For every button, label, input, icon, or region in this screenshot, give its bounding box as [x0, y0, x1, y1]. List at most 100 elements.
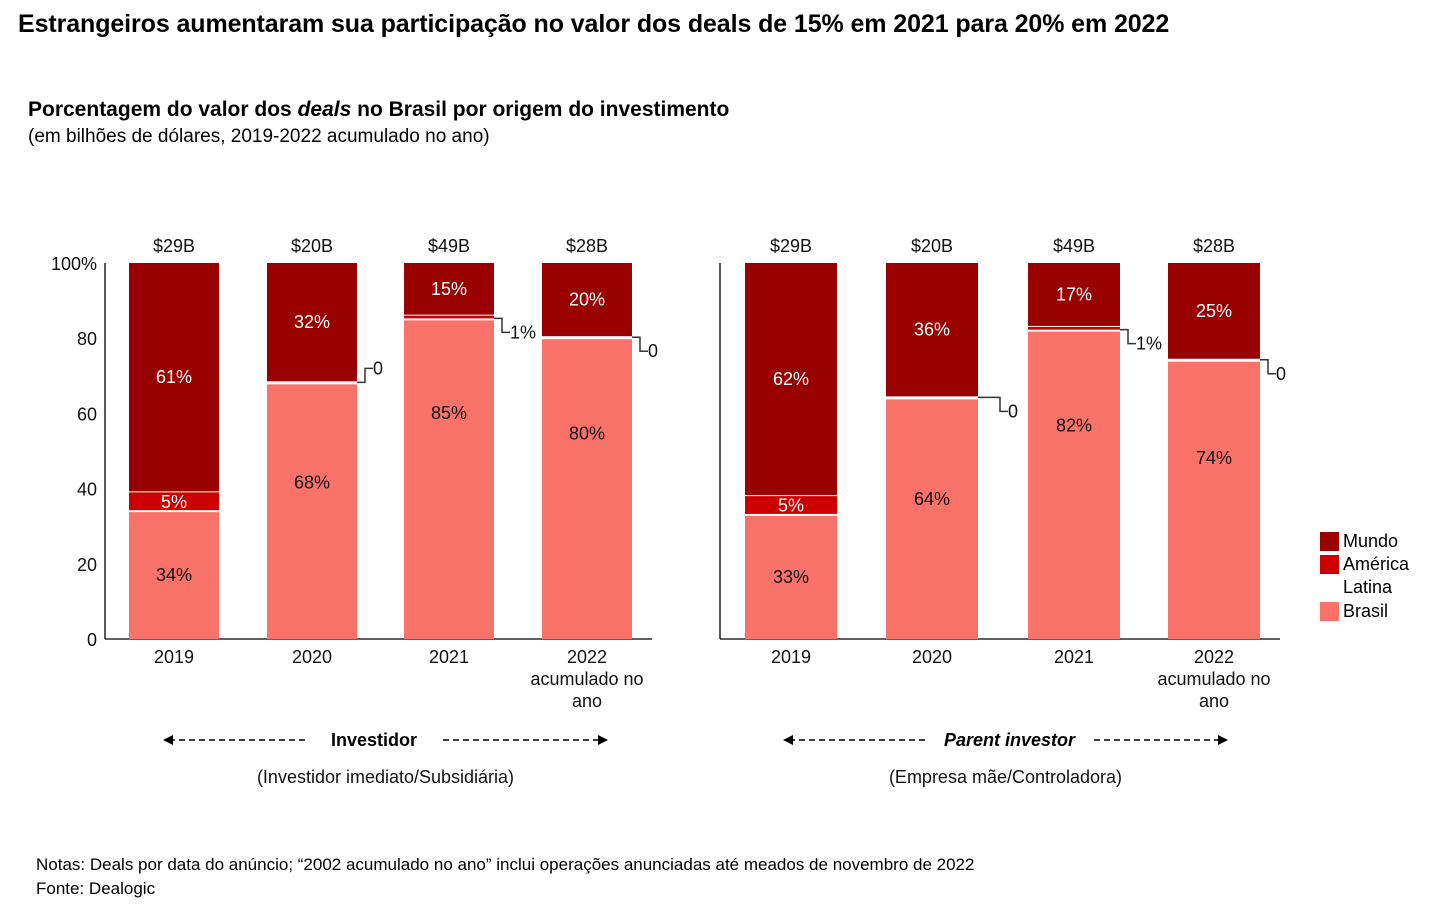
bar-segment-mundo: [267, 263, 357, 382]
bar-segment-brasil: [1168, 360, 1260, 639]
bar-segment-mundo: [1028, 263, 1120, 326]
group-title: Parent investor: [944, 730, 1076, 750]
x-tick-label: 2020: [912, 647, 952, 667]
bar-total-label: $49B: [428, 236, 470, 256]
data-label-mundo: 20%: [569, 290, 605, 310]
bar-segment-mundo: [886, 263, 978, 397]
bar-segment-brasil: [404, 319, 494, 639]
legend-swatch-brasil: [1320, 602, 1339, 621]
bar-total-label: $49B: [1053, 236, 1095, 256]
bar-segment-mundo: [745, 263, 837, 496]
group-title: Investidor: [331, 730, 417, 750]
data-label-america-latina: 5%: [161, 492, 187, 512]
x-tick-label: acumulado no: [1157, 669, 1270, 689]
data-label-mundo: 15%: [431, 279, 467, 299]
footnotes: Notas: Deals por data do anúncio; “2002 …: [36, 853, 974, 901]
bar-total-label: $29B: [770, 236, 812, 256]
y-tick-label: 60: [77, 404, 97, 424]
leader-line-america-latina: [632, 336, 648, 352]
legend: Mundo América Latina Brasil: [1320, 530, 1413, 623]
y-tick-label: 100%: [51, 254, 97, 274]
data-label-mundo: 32%: [294, 312, 330, 332]
arrow-left-icon: [783, 735, 793, 745]
y-tick-label: 40: [77, 480, 97, 500]
data-label-america-latina: 0: [1008, 401, 1018, 421]
legend-item-brasil: Brasil: [1320, 600, 1413, 623]
data-label-brasil: 68%: [294, 473, 330, 493]
bar-segment-america-latina: [1028, 326, 1120, 330]
x-tick-label: 2019: [154, 647, 194, 667]
chart-subtitle: Porcentagem do valor dos deals no Brasil…: [28, 98, 729, 122]
subtitle-part2: no Brasil por origem do investimento: [351, 98, 730, 121]
x-tick-label: 2020: [292, 647, 332, 667]
x-tick-label: 2019: [771, 647, 811, 667]
bar-segment-america-latina: [745, 496, 837, 514]
legend-label-mundo: Mundo: [1343, 531, 1399, 551]
data-label-brasil: 33%: [773, 567, 809, 587]
x-tick-label: 2021: [1054, 647, 1094, 667]
bar-segment-america-latina: [404, 315, 494, 319]
bar-segment-mundo: [542, 263, 632, 337]
bar-segment-brasil: [267, 383, 357, 639]
legend-swatch-america-latina: [1320, 555, 1339, 574]
data-label-brasil: 80%: [569, 424, 605, 444]
subtitle-part1: Porcentagem do valor dos: [28, 98, 298, 121]
bar-segment-mundo: [404, 263, 494, 315]
data-label-brasil: 74%: [1196, 448, 1232, 468]
bar-segment-mundo: [1168, 263, 1260, 359]
bar-total-label: $20B: [911, 236, 953, 256]
x-tick-label: ano: [572, 691, 602, 711]
y-tick-label: 80: [77, 329, 97, 349]
bar-total-label: $28B: [1193, 236, 1235, 256]
data-label-mundo: 17%: [1056, 284, 1092, 304]
bar-segment-brasil: [542, 338, 632, 639]
data-label-america-latina: 5%: [778, 496, 804, 516]
bar-segment-brasil: [745, 514, 837, 639]
legend-item-mundo: Mundo: [1320, 530, 1413, 553]
legend-swatch-mundo: [1320, 532, 1339, 551]
notes-text: Notas: Deals por data do anúncio; “2002 …: [36, 855, 975, 874]
bar-total-label: $28B: [566, 236, 608, 256]
data-label-brasil: 64%: [914, 489, 950, 509]
x-tick-label: acumulado no: [530, 669, 643, 689]
source-text: Fonte: Dealogic: [36, 879, 156, 898]
data-label-america-latina: 1%: [1136, 334, 1162, 354]
data-label-america-latina: 0: [373, 358, 383, 378]
headline: Estrangeiros aumentaram sua participação…: [18, 10, 1170, 38]
leader-line-america-latina: [1260, 359, 1276, 375]
leader-line-america-latina: [357, 367, 373, 384]
data-label-brasil: 82%: [1056, 415, 1092, 435]
bar-segment-brasil: [129, 511, 219, 639]
y-tick-label: 20: [77, 555, 97, 575]
legend-item-america-latina: América Latina: [1320, 553, 1413, 600]
data-label-america-latina: 0: [648, 341, 658, 361]
arrow-right-icon: [1218, 735, 1228, 745]
chart-units-note: (em bilhões de dólares, 2019-2022 acumul…: [28, 126, 490, 147]
legend-label-brasil: Brasil: [1343, 601, 1389, 621]
data-label-america-latina: 1%: [510, 322, 536, 342]
data-label-mundo: 36%: [914, 320, 950, 340]
bar-segment-mundo: [129, 263, 219, 492]
data-label-mundo: 62%: [773, 369, 809, 389]
x-tick-label: 2021: [429, 647, 469, 667]
bar-total-label: $29B: [153, 236, 195, 256]
arrow-left-icon: [163, 735, 173, 745]
legend-label-america-latina: América Latina: [1343, 554, 1410, 597]
data-label-brasil: 34%: [156, 565, 192, 585]
bar-segment-brasil: [886, 398, 978, 639]
x-tick-label: 2022: [567, 647, 607, 667]
x-tick-label: ano: [1199, 691, 1229, 711]
leader-line-america-latina: [1120, 328, 1136, 345]
data-label-mundo: 61%: [156, 367, 192, 387]
group-description: (Empresa mãe/Controladora): [889, 767, 1122, 787]
bar-total-label: $20B: [291, 236, 333, 256]
data-label-brasil: 85%: [431, 403, 467, 423]
x-tick-label: 2022: [1194, 647, 1234, 667]
bar-segment-brasil: [1028, 330, 1120, 639]
data-label-america-latina: 0: [1276, 364, 1286, 384]
leader-line-america-latina: [978, 396, 1008, 413]
leader-line-america-latina: [494, 317, 510, 334]
arrow-right-icon: [598, 735, 608, 745]
subtitle-italic: deals: [297, 98, 352, 121]
